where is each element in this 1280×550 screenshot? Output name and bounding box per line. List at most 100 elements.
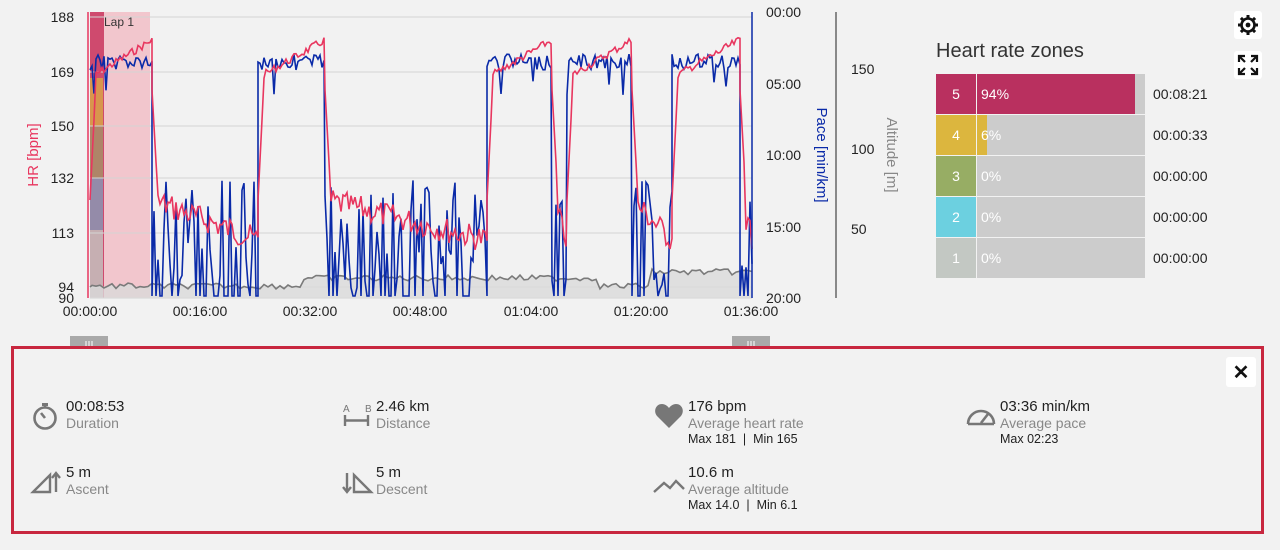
altitude-tick: 50 [851,221,867,237]
altitude-stat: 10.6 m Average altitude Max 14.0 | Min 6… [652,465,798,513]
zone-percent: 0% [981,208,1002,225]
time-tick: 01:20:00 [614,303,669,319]
lap-label: Lap 1 [104,15,134,29]
zone-time: 00:00:00 [1153,249,1208,266]
zone-row-4: 4 6% 00:00:33 [936,114,1236,155]
zone-row-2: 2 0% 00:00:00 [936,196,1236,237]
zone-number: 4 [936,114,976,155]
pace-max: Max 02:23 [1000,432,1059,446]
time-tick: 00:32:00 [283,303,338,319]
zone-strip-4 [90,78,103,126]
altitude-area [90,269,752,298]
time-tick: 01:04:00 [504,303,559,319]
close-button[interactable]: ✕ [1226,357,1256,387]
heart-rate-line [89,36,753,250]
zone-number: 3 [936,155,976,196]
hr-tick: 113 [52,225,75,241]
zone-row-3: 3 0% 00:00:00 [936,155,1236,196]
pace-tick: 15:00 [766,219,801,235]
zone-strip-1 [90,230,103,298]
altitude-max: Max 14.0 [688,498,740,512]
zone-time: 00:00:33 [1153,126,1208,143]
pace-axis-label: Pace [min/km] [813,107,830,202]
time-tick: 00:00:00 [63,303,118,319]
zone-bar: 94% [977,73,1145,114]
distance-icon-a: A [343,404,350,415]
ascent-stat: 5 m Ascent [30,465,109,499]
altitude-label: Average altitude [688,481,789,497]
duration-value: 00:08:53 [66,398,125,415]
zone-percent: 0% [981,249,1002,266]
zone-number: 1 [936,237,976,278]
zones-title: Heart rate zones [936,40,1084,62]
speedometer-icon [966,409,996,426]
heart-rate-range: Max 181 | Min 165 [688,431,804,447]
altitude-tick: 100 [851,141,875,157]
zone-bar-fill [977,73,1135,114]
zone-bar: 0% [977,155,1145,196]
pace-tick: 10:00 [766,147,801,163]
hr-tick: 188 [51,9,75,25]
distance-stat: A B 2.46 km Distance [340,399,430,433]
heart-rate-stat: 176 bpm Average heart rate Max 181 | Min… [652,399,804,447]
zone-bar: 0% [977,237,1145,278]
hr-tick: 169 [51,64,75,80]
descent-label: Descent [376,481,428,497]
time-tick: 00:48:00 [393,303,448,319]
pace-stat: 03:36 min/km Average pace Max 02:23 [964,399,1090,447]
ascent-value: 5 m [66,464,92,481]
zone-row-5: 5 94% 00:08:21 [936,73,1236,114]
zone-percent: 0% [981,167,1002,184]
heart-rate-value: 176 bpm [688,398,747,415]
altitude-range: Max 14.0 | Min 6.1 [688,497,798,513]
fullscreen-icon [1237,54,1259,76]
zone-time: 00:08:21 [1153,85,1208,102]
altitude-line [89,267,753,291]
descent-stat: 5 m Descent [340,465,427,499]
zone-strip-2 [90,178,103,230]
duration-label: Duration [66,415,119,431]
pace-label: Average pace [1000,415,1087,431]
heart-rate-zones: Heart rate zones 5 94% 00:08:21 4 6% 00:00:33… [936,40,1236,278]
heart-rate-separator: | [742,432,747,446]
mountain-icon [653,479,685,493]
zone-bar-fill [977,114,988,155]
zone-percent: 6% [981,126,1002,143]
altitude-separator: | [746,498,750,512]
distance-label: Distance [376,415,431,431]
altitude-value: 10.6 m [688,464,734,481]
zone-bar: 6% [977,114,1145,155]
zone-time: 00:00:00 [1153,167,1208,184]
zone-row-1: 1 0% 00:00:00 [936,237,1236,278]
gear-icon [1238,15,1258,35]
ascent-label: Ascent [66,481,109,497]
descent-icon [342,472,374,494]
time-tick: 00:16:00 [173,303,228,319]
altitude-axis-label: Altitude [m] [883,117,900,192]
hr-tick: 132 [51,170,75,186]
heart-rate-min: Min 165 [753,432,798,446]
zone-bar: 0% [977,196,1145,237]
pace-tick: 20:00 [766,290,801,306]
heart-rate-max: Max 181 [688,432,736,446]
zone-time: 00:00:00 [1153,208,1208,225]
time-tick: 01:36:00 [724,303,779,319]
pace-line [89,51,753,297]
selection-details-panel: ✕ 00:08:53 Duration A B [11,346,1264,534]
workout-chart[interactable]: Lap 1 188 169 150 132 113 94 90 HR [bpm]… [0,0,910,330]
distance-icon-b: B [365,404,372,415]
fullscreen-button[interactable] [1234,51,1262,79]
zones-list: 5 94% 00:08:21 4 6% 00:00:33 3 0% 00:00:00 2 0% 00:… [936,73,1236,278]
descent-value: 5 m [376,464,402,481]
distance-icon: A B [343,404,372,426]
pace-value: 03:36 min/km [1000,398,1091,415]
duration-stat: 00:08:53 Duration [30,399,124,433]
altitude-tick: 150 [851,61,875,77]
distance-value: 2.46 km [376,398,430,415]
hr-tick: 90 [58,290,74,306]
ascent-icon [30,471,61,494]
hr-tick: 94 [58,279,74,295]
hr-tick: 150 [51,118,75,134]
settings-button[interactable] [1234,11,1262,39]
close-icon: ✕ [1232,361,1250,384]
